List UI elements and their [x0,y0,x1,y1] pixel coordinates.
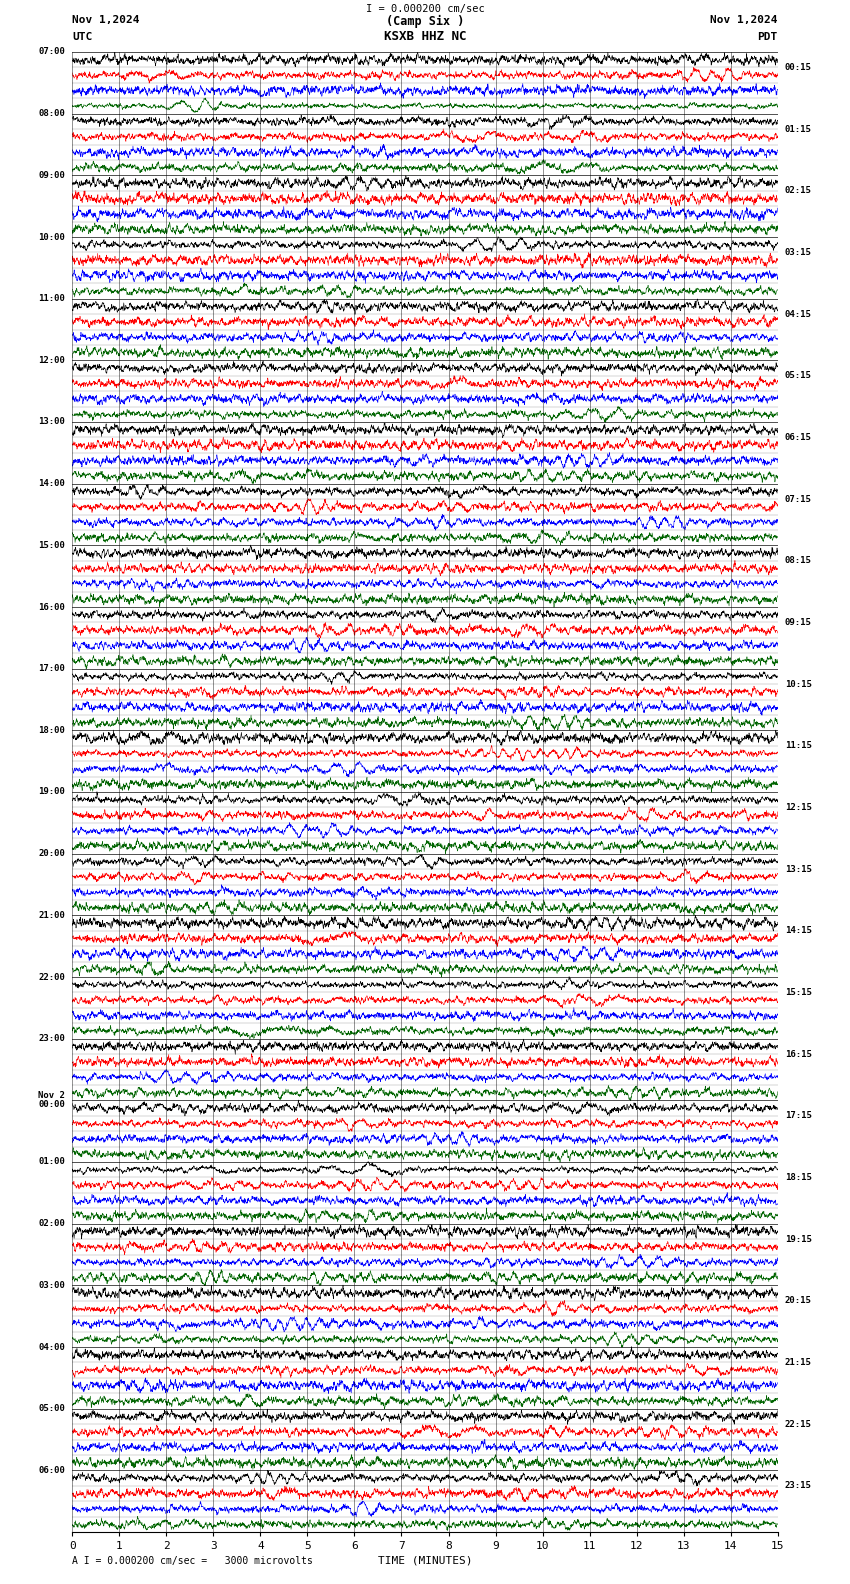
Text: 01:00: 01:00 [38,1158,65,1166]
Text: 12:15: 12:15 [785,803,812,813]
Text: 09:00: 09:00 [38,171,65,181]
Text: 00:15: 00:15 [785,63,812,71]
Text: 06:00: 06:00 [38,1465,65,1475]
Text: 21:00: 21:00 [38,911,65,920]
Text: 15:00: 15:00 [38,540,65,550]
Text: 11:15: 11:15 [785,741,812,751]
Text: Nov 2: Nov 2 [38,1091,65,1101]
Text: 00:00: 00:00 [38,1101,65,1109]
Text: 22:00: 22:00 [38,973,65,982]
Text: 07:15: 07:15 [785,494,812,504]
Text: 13:00: 13:00 [38,418,65,426]
Text: 18:15: 18:15 [785,1172,812,1182]
Text: 02:15: 02:15 [785,187,812,195]
Text: 10:15: 10:15 [785,680,812,689]
Text: 14:00: 14:00 [38,480,65,488]
Text: 16:00: 16:00 [38,602,65,611]
Text: 04:15: 04:15 [785,309,812,318]
Text: 07:00: 07:00 [38,48,65,57]
X-axis label: TIME (MINUTES): TIME (MINUTES) [377,1555,473,1565]
Text: 22:15: 22:15 [785,1419,812,1429]
Text: 15:15: 15:15 [785,988,812,996]
Text: 11:00: 11:00 [38,295,65,303]
Text: 01:15: 01:15 [785,125,812,133]
Text: 20:15: 20:15 [785,1296,812,1305]
Text: 17:15: 17:15 [785,1112,812,1120]
Text: KSXB HHZ NC: KSXB HHZ NC [383,30,467,43]
Text: 21:15: 21:15 [785,1357,812,1367]
Text: A I = 0.000200 cm/sec =   3000 microvolts: A I = 0.000200 cm/sec = 3000 microvolts [72,1555,313,1565]
Text: 23:00: 23:00 [38,1034,65,1044]
Text: 17:00: 17:00 [38,664,65,673]
Text: 23:15: 23:15 [785,1481,812,1491]
Text: 10:00: 10:00 [38,233,65,241]
Text: 05:00: 05:00 [38,1403,65,1413]
Text: 13:15: 13:15 [785,865,812,874]
Text: 19:15: 19:15 [785,1234,812,1243]
Text: 04:00: 04:00 [38,1343,65,1351]
Text: 20:00: 20:00 [38,849,65,859]
Text: 02:00: 02:00 [38,1220,65,1228]
Text: 08:15: 08:15 [785,556,812,565]
Text: Nov 1,2024: Nov 1,2024 [711,14,778,25]
Text: I = 0.000200 cm/sec: I = 0.000200 cm/sec [366,5,484,14]
Text: 03:00: 03:00 [38,1281,65,1289]
Text: 19:00: 19:00 [38,787,65,797]
Text: 03:15: 03:15 [785,249,812,257]
Text: (Camp Six ): (Camp Six ) [386,16,464,29]
Text: Nov 1,2024: Nov 1,2024 [72,14,139,25]
Text: 05:15: 05:15 [785,371,812,380]
Text: 18:00: 18:00 [38,725,65,735]
Text: 06:15: 06:15 [785,432,812,442]
Text: 09:15: 09:15 [785,618,812,627]
Text: 12:00: 12:00 [38,356,65,364]
Text: PDT: PDT [757,32,778,43]
Text: 14:15: 14:15 [785,927,812,935]
Text: 08:00: 08:00 [38,109,65,119]
Text: UTC: UTC [72,32,93,43]
Text: 16:15: 16:15 [785,1050,812,1058]
